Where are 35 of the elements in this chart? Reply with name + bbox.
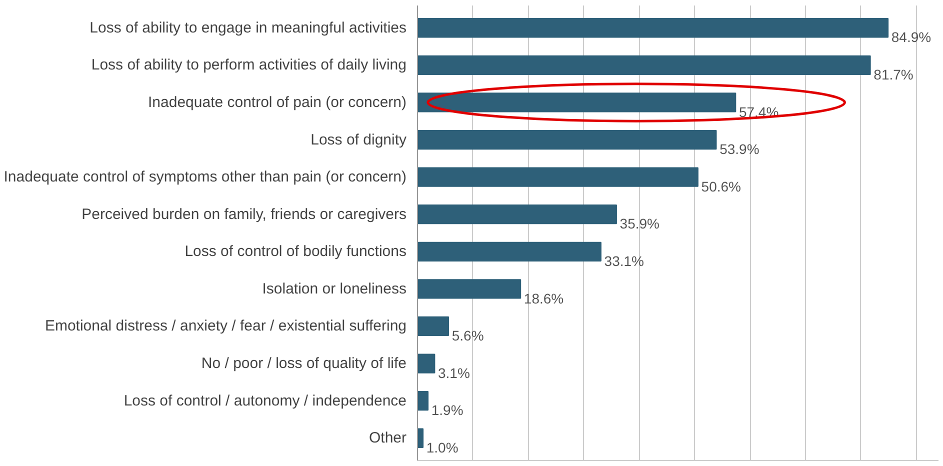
data-label: 50.6% [701,178,741,194]
data-label: 53.9% [720,141,760,158]
data-label: 35.9% [620,216,660,232]
y-tick-label: Inadequate control of symptoms other than pain (or concern) [4,168,407,186]
y-tick-label: No / poor / loss of quality of life [201,355,407,372]
y-tick-label: Loss of ability to perform activities of daily living [91,56,407,74]
y-tick-label: Loss of dignity [310,131,407,148]
y-tick-label: Perceived burden on family, friends or caregivers [82,206,406,223]
data-label: 3.1% [438,364,470,381]
y-tick-label: Emotional distress / anxiety / fear / existential suffering [44,318,406,335]
data-label: 18.6% [524,290,564,306]
bar [418,391,429,411]
bar [418,316,450,336]
bar [418,354,436,374]
y-tick-label: Loss of ability to engage in meaningful activities [90,19,407,36]
data-label: 1.9% [431,402,464,418]
bar [418,428,424,448]
bar [418,279,522,299]
bar [418,18,889,38]
data-label: 84.9% [891,29,932,46]
data-label: 5.6% [452,328,484,344]
y-tick-label: Isolation or loneliness [262,280,407,298]
y-tick-label: Other [368,430,407,447]
data-label: 1.0% [426,439,458,456]
data-label: 81.7% [874,66,914,82]
y-tick-label: Loss of control of bodily functions [184,243,407,260]
y-tick-label: Inadequate control of pain (or concern) [148,94,407,111]
data-label: 33.1% [604,252,644,269]
bar [418,204,617,224]
bar [418,242,602,262]
bar [418,130,717,150]
bar [418,55,871,75]
bar [418,167,698,187]
y-tick-label: Loss of control / autonomy / independence [124,392,406,410]
bar [418,92,736,112]
